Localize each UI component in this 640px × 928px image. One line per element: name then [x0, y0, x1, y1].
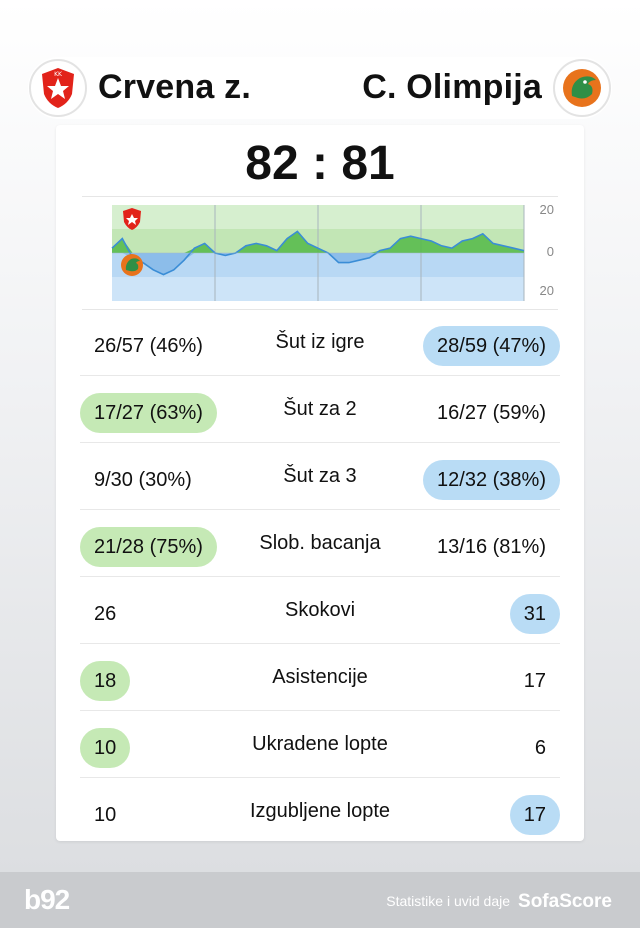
away-lead-area [112, 253, 524, 275]
stat-row: Šut za 2 17/27 (63%) 16/27 (59%) [80, 376, 560, 443]
stat-label: Ukradene lopte [252, 733, 388, 755]
credit-text: Statistike i uvid daje [386, 893, 511, 909]
b92-logo[interactable]: b92 [24, 884, 70, 915]
stat-label: Asistencije [272, 666, 368, 688]
score-diff-line [111, 230, 525, 276]
sofascore-logo[interactable]: SofaScore [518, 891, 612, 912]
stats-table: Šut iz igre 26/57 (46%) 28/59 (47%) Šut za … [80, 309, 560, 844]
home-stat-value: 17/27 (63%) [80, 393, 217, 433]
stat-row: Ukradene lopte 10 6 [80, 711, 560, 778]
home-stat-value: 18 [80, 661, 131, 701]
stat-row: Šut za 3 9/30 (30%) 12/32 (38%) [80, 443, 560, 510]
stat-label: Šut iz igre [275, 331, 365, 353]
stat-label: Skokovi [284, 599, 356, 621]
home-stat-value: 9/30 (30%) [94, 469, 192, 491]
away-stat-value: 16/27 (59%) [437, 402, 546, 424]
momentum-chart-svg [111, 205, 525, 301]
chart-tick-top: 20 [539, 202, 554, 217]
stat-label: Šut za 2 [283, 398, 357, 420]
away-stat-value: 17 [523, 670, 546, 692]
home-team-logo[interactable]: KK [29, 59, 87, 117]
away-stat-value: 13/16 (81%) [437, 536, 546, 558]
chart-tick-mid: 0 [546, 244, 554, 259]
stat-row: Šut iz igre 26/57 (46%) 28/59 (47%) [80, 309, 560, 376]
crvena-zvezda-crest-icon: KK [42, 68, 74, 108]
home-stat-value: 26/57 (46%) [94, 335, 203, 357]
stat-label: Šut za 3 [283, 465, 357, 487]
away-team-logo[interactable] [553, 59, 611, 117]
footer-bar: b92 Statistike i uvid daje SofaScore [0, 872, 640, 928]
away-stat-value: 28/59 (47%) [423, 326, 560, 366]
stat-label: Slob. bacanja [259, 532, 381, 554]
home-stat-value: 21/28 (75%) [80, 527, 217, 567]
chart-tick-bottom: 20 [539, 283, 554, 298]
home-lead-area [112, 231, 524, 253]
stat-row: Skokovi 26 31 [80, 577, 560, 644]
chart-home-crest-icon [123, 208, 141, 230]
score-momentum-chart: 20 0 20 [82, 196, 558, 310]
away-team-name: C. Olimpija [362, 68, 542, 106]
away-stat-value: 6 [534, 737, 546, 759]
stats-card: 82 : 81 20 0 20 Šut iz igre 26/57 (46%) 28… [56, 125, 584, 841]
home-stat-value: 10 [80, 728, 131, 768]
match-header: KK Crvena z. C. Olimpija [28, 57, 612, 119]
credit-line: Statistike i uvid daje SofaScore [386, 890, 612, 913]
chart-away-crest-icon [121, 254, 143, 276]
home-stat-value: 10 [94, 804, 117, 826]
away-stat-value: 17 [509, 795, 560, 835]
olimpija-dragon-icon [563, 69, 601, 107]
stat-label: Izgubljene lopte [249, 800, 391, 822]
stat-row: Izgubljene lopte 10 17 [80, 778, 560, 844]
away-stat-value: 12/32 (38%) [423, 460, 560, 500]
home-stat-value: 26 [94, 603, 117, 625]
svg-text:KK: KK [54, 71, 63, 78]
away-stat-value: 31 [509, 594, 560, 634]
final-score: 82 : 81 [245, 137, 395, 190]
home-team-name: Crvena z. [98, 68, 251, 106]
stat-row: Asistencije 18 17 [80, 644, 560, 711]
stat-row: Slob. bacanja 21/28 (75%) 13/16 (81%) [80, 510, 560, 577]
